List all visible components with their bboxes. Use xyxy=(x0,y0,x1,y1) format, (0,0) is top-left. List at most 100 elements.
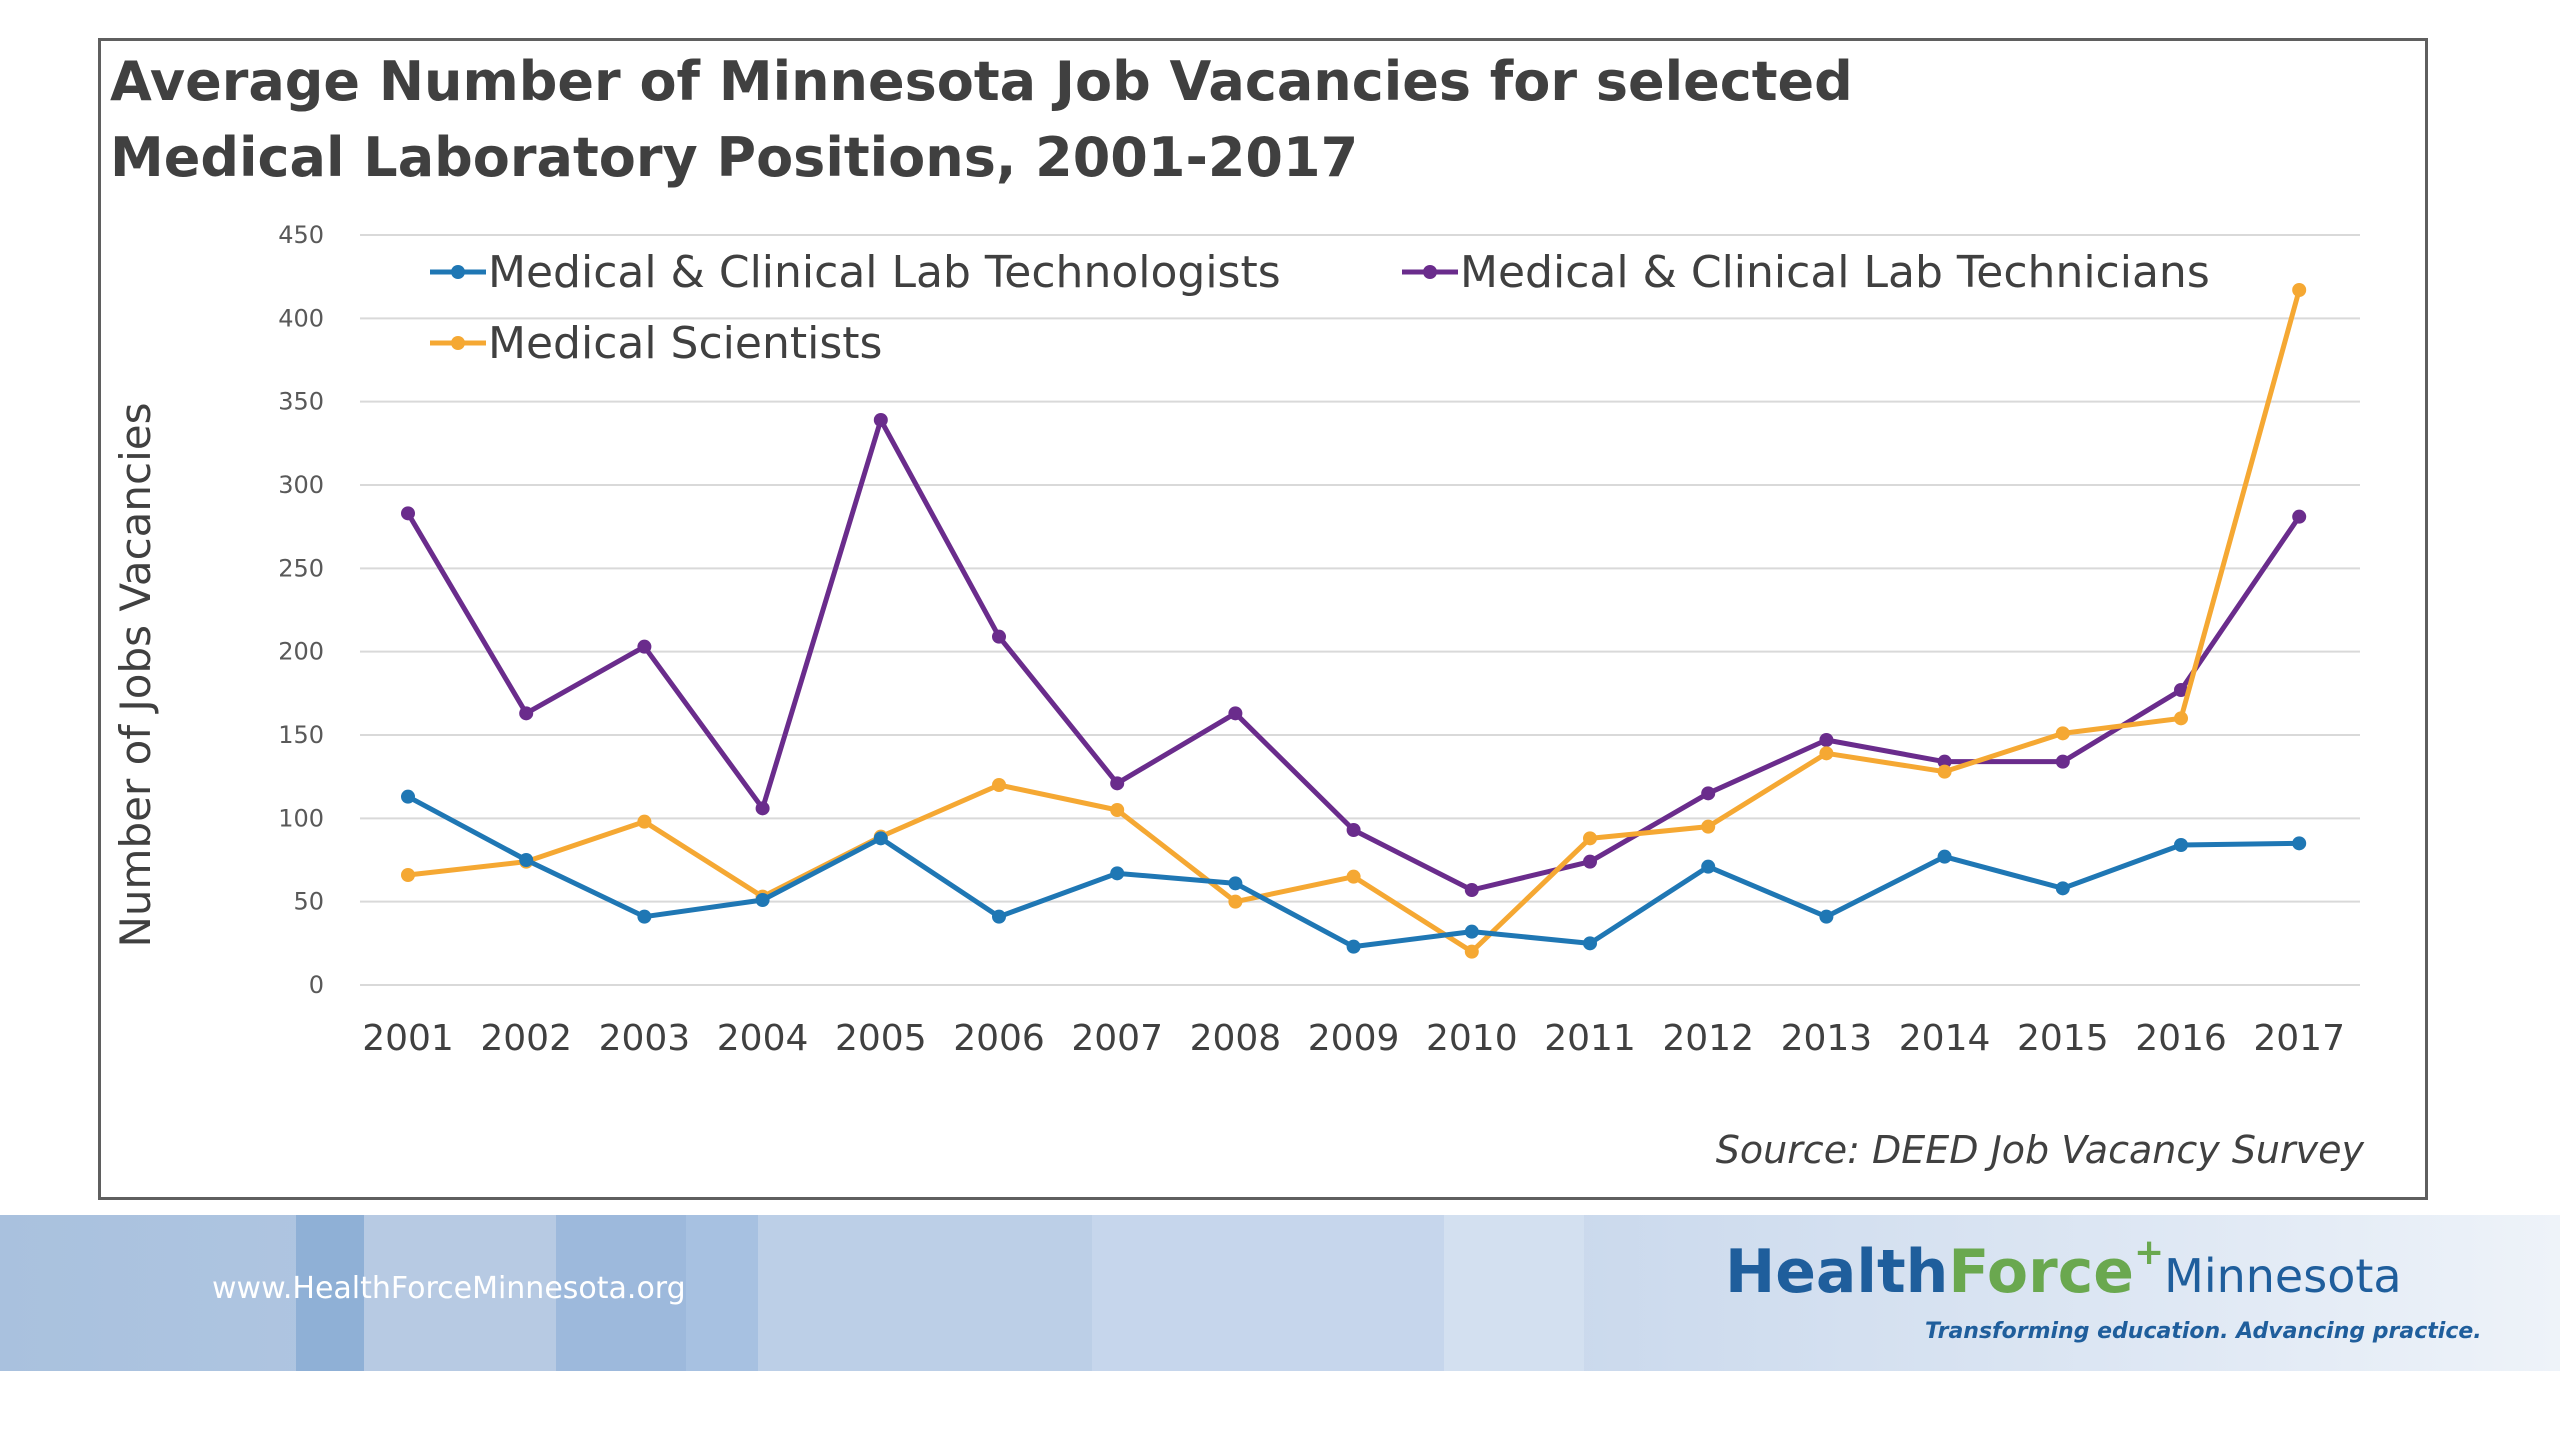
x-tick-label: 2011 xyxy=(1544,1018,1636,1059)
y-tick-label: 450 xyxy=(278,221,324,249)
legend-entry: Medical & Clinical Lab Technicians xyxy=(1402,247,2210,298)
x-tick-label: 2016 xyxy=(2135,1018,2227,1059)
data-point xyxy=(2174,711,2188,726)
band-accent xyxy=(1092,1215,1444,1371)
x-tick-label: 2002 xyxy=(480,1018,572,1059)
data-point xyxy=(637,639,652,654)
x-tick-label: 2006 xyxy=(953,1018,1045,1059)
data-point xyxy=(1937,764,1952,779)
data-point xyxy=(992,629,1006,644)
logo-health-text: Health xyxy=(1725,1237,1949,1307)
x-tick-label: 2005 xyxy=(835,1018,927,1059)
data-point xyxy=(1819,746,1834,761)
data-point xyxy=(1464,883,1479,897)
x-tick-label: 2001 xyxy=(362,1018,454,1059)
data-point xyxy=(1819,909,1834,924)
data-point xyxy=(1937,849,1952,864)
data-point xyxy=(1110,803,1125,817)
band-accent xyxy=(686,1215,758,1371)
data-point xyxy=(1583,936,1597,951)
x-axis-ticks: 2001 2002 2003 2004 2005 2006 2007 2008 2009 2010… xyxy=(362,1018,2345,1059)
legend-swatch-marker xyxy=(1423,265,1437,279)
data-point xyxy=(873,413,888,427)
band-accent xyxy=(1444,1215,1584,1371)
data-point xyxy=(519,706,534,721)
y-axis-title: Number of Jobs Vacancies xyxy=(111,402,160,947)
y-tick-label: 200 xyxy=(278,638,324,666)
data-point xyxy=(1346,823,1361,837)
legend-entry: Medical Scientists xyxy=(430,318,882,369)
y-tick-label: 350 xyxy=(278,388,324,416)
x-tick-label: 2004 xyxy=(717,1018,809,1059)
legend-label: Medical & Clinical Lab Technicians xyxy=(1460,247,2210,298)
logo-plus-icon: + xyxy=(2133,1232,2165,1273)
data-point xyxy=(1701,859,1716,874)
y-tick-label: 250 xyxy=(278,554,324,582)
x-tick-label: 2014 xyxy=(1899,1018,1991,1059)
data-point xyxy=(992,909,1006,924)
data-point xyxy=(992,778,1006,792)
data-point xyxy=(637,909,652,924)
band-accent xyxy=(364,1215,556,1371)
y-tick-label: 300 xyxy=(278,471,324,499)
y-axis-ticks: 0 50 100 150 200 250 300 350 400 450 xyxy=(278,221,324,999)
data-point xyxy=(2055,726,2070,741)
x-tick-label: 2003 xyxy=(599,1018,691,1059)
legend-swatch-marker xyxy=(451,265,465,279)
series-line xyxy=(405,417,2302,893)
data-point xyxy=(1819,733,1834,747)
series-1 xyxy=(401,413,2307,897)
y-tick-label: 50 xyxy=(293,888,324,916)
chart-title-line-2: Medical Laboratory Positions, 2001-2017 xyxy=(110,126,1359,189)
x-tick-label: 2009 xyxy=(1308,1018,1400,1059)
data-point xyxy=(1464,944,1479,959)
logo-tagline: Transforming education. Advancing practi… xyxy=(1925,1319,2482,1344)
data-point xyxy=(1583,831,1597,846)
data-point xyxy=(1346,869,1361,884)
legend-swatch-marker xyxy=(451,336,465,350)
data-point xyxy=(2292,509,2307,524)
band-accent xyxy=(296,1215,364,1371)
data-point xyxy=(1346,939,1361,954)
y-tick-label: 400 xyxy=(278,304,324,332)
data-point xyxy=(2292,836,2307,851)
data-point xyxy=(873,831,888,846)
data-point xyxy=(755,893,770,907)
data-point xyxy=(1110,776,1125,791)
healthforce-logo: HealthForce+Minnesota Transforming educa… xyxy=(1725,1232,2505,1357)
x-tick-label: 2017 xyxy=(2253,1018,2345,1059)
data-point xyxy=(1701,786,1716,801)
x-tick-label: 2013 xyxy=(1781,1018,1873,1059)
series-2 xyxy=(401,283,2307,959)
data-point xyxy=(1228,894,1243,909)
footer-band: www.HealthForceMinnesota.org HealthForce… xyxy=(0,1215,2560,1371)
data-point xyxy=(637,814,652,829)
data-point xyxy=(1937,754,1952,769)
data-point xyxy=(1228,876,1243,891)
data-point xyxy=(2174,683,2188,697)
source-note: Source: DEED Job Vacancy Survey xyxy=(1715,1128,2364,1172)
gridlines xyxy=(360,234,2360,986)
data-point xyxy=(1464,924,1479,939)
band-accent xyxy=(758,1215,1092,1371)
data-point xyxy=(401,868,415,882)
y-tick-label: 100 xyxy=(278,804,324,832)
legend-label: Medical & Clinical Lab Technologists xyxy=(488,247,1281,298)
series-0 xyxy=(401,789,2307,954)
chart-title-line-1: Average Number of Minnesota Job Vacancie… xyxy=(110,50,1853,113)
footer-url-link[interactable]: www.HealthForceMinnesota.org xyxy=(212,1271,686,1306)
logo-force-text: Force xyxy=(1948,1237,2134,1307)
x-tick-label: 2010 xyxy=(1426,1018,1518,1059)
data-point xyxy=(1110,866,1125,881)
y-tick-label: 150 xyxy=(278,721,324,749)
chart-frame xyxy=(98,38,2428,1200)
data-point xyxy=(1583,854,1597,869)
x-tick-label: 2015 xyxy=(2017,1018,2109,1059)
data-point xyxy=(2055,754,2070,769)
y-tick-label: 0 xyxy=(309,971,324,999)
data-point xyxy=(2174,838,2188,852)
data-point xyxy=(401,506,415,521)
data-point xyxy=(2055,881,2070,896)
x-tick-label: 2012 xyxy=(1662,1018,1754,1059)
